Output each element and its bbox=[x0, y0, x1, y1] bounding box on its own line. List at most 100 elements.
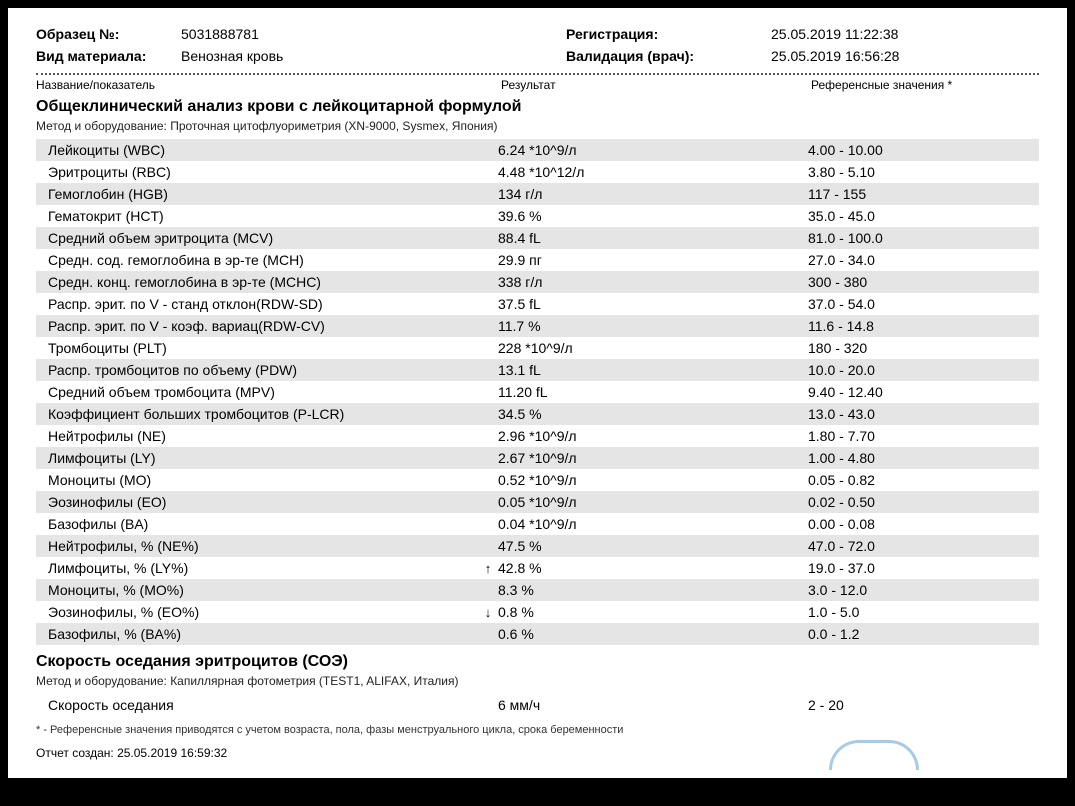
footnote: * - Референсные значения приводятся с уч… bbox=[36, 724, 1039, 736]
cell-reference: 117 - 155 bbox=[808, 186, 866, 202]
cell-name: Моноциты, % (MO%) bbox=[48, 582, 478, 598]
table-row: Лейкоциты (WBC)6.24 *10^9/л4.00 - 10.00 bbox=[36, 139, 1039, 161]
col-header-reference: Референсные значения * bbox=[811, 78, 952, 92]
cell-reference: 35.0 - 45.0 bbox=[808, 208, 875, 224]
arrow-up-icon: ↑ bbox=[478, 561, 498, 576]
cell-name: Гемоглобин (HGB) bbox=[48, 186, 478, 202]
header-left: Образец №: Вид материала: 5031888781 Вен… bbox=[36, 24, 566, 67]
cell-reference: 1.00 - 4.80 bbox=[808, 450, 875, 466]
cell-reference: 300 - 380 bbox=[808, 274, 867, 290]
table-row: Гемоглобин (HGB) 134 г/л117 - 155 bbox=[36, 183, 1039, 205]
cell-reference: 19.0 - 37.0 bbox=[808, 560, 875, 576]
section2-method-text: Капиллярная фотометрия (TEST1, ALIFAX, И… bbox=[170, 674, 458, 688]
cell-reference: 1.0 - 5.0 bbox=[808, 604, 859, 620]
cell-result: 0.52 *10^9/л bbox=[498, 472, 808, 488]
cell-name: Нейтрофилы (NE) bbox=[48, 428, 478, 444]
cell-result: 6 мм/ч bbox=[498, 697, 808, 713]
registration-label: Регистрация: bbox=[566, 24, 771, 46]
cell-reference: 47.0 - 72.0 bbox=[808, 538, 875, 554]
table-row: Базофилы, % (BA%)0.6 %0.0 - 1.2 bbox=[36, 623, 1039, 645]
section1-title: Общеклинический анализ крови с лейкоцита… bbox=[36, 98, 1039, 116]
table-row: Нейтрофилы (NE)2.96 *10^9/л1.80 - 7.70 bbox=[36, 425, 1039, 447]
section2-rows: Скорость оседания 6 мм/ч2 - 20 bbox=[36, 694, 1039, 716]
table-row: Эозинофилы (EO) 0.05 *10^9/л0.02 - 0.50 bbox=[36, 491, 1039, 513]
cell-result: 13.1 fL bbox=[498, 362, 808, 378]
cell-result: 0.6 % bbox=[498, 626, 808, 642]
cell-reference: 11.6 - 14.8 bbox=[808, 318, 874, 334]
sample-label: Образец №: bbox=[36, 24, 181, 46]
cell-reference: 0.05 - 0.82 bbox=[808, 472, 875, 488]
cell-result: 29.9 пг bbox=[498, 252, 808, 268]
section2-title: Скорость оседания эритроцитов (СОЭ) bbox=[36, 653, 1039, 671]
section1-method: Метод и оборудование: Проточная цитофлуо… bbox=[36, 119, 1039, 133]
cell-name: Средний объем тромбоцита (MPV) bbox=[48, 384, 478, 400]
column-headers: Название/показатель Результат Референсны… bbox=[36, 78, 1039, 92]
cell-result: 39.6 % bbox=[498, 208, 808, 224]
table-row: Лимфоциты, % (LY%)↑42.8 %19.0 - 37.0 bbox=[36, 557, 1039, 579]
header-values-right: 25.05.2019 11:22:38 25.05.2019 16:56:28 bbox=[771, 24, 899, 67]
table-row: Нейтрофилы, % (NE%)47.5 %47.0 - 72.0 bbox=[36, 535, 1039, 557]
cell-result: 11.7 % bbox=[498, 318, 808, 334]
cell-result: 11.20 fL bbox=[498, 384, 808, 400]
cell-result: 37.5 fL bbox=[498, 296, 808, 312]
cell-name: Лимфоциты, % (LY%) bbox=[48, 560, 478, 576]
cell-name: Коэффициент больших тромбоцитов (P-LCR) bbox=[48, 406, 478, 422]
cell-result: 0.8 % bbox=[498, 604, 808, 620]
cell-reference: 180 - 320 bbox=[808, 340, 867, 356]
cell-result: 34.5 % bbox=[498, 406, 808, 422]
cell-result: 134 г/л bbox=[498, 186, 808, 202]
stamp-partial-icon bbox=[829, 740, 919, 770]
cell-name: Средний объем эритроцита (MCV) bbox=[48, 230, 478, 246]
table-row: Моноциты (MO)0.52 *10^9/л0.05 - 0.82 bbox=[36, 469, 1039, 491]
cell-name: Скорость оседания bbox=[48, 697, 478, 713]
cell-name: Средн. сод. гемоглобина в эр-те (MCH) bbox=[48, 252, 478, 268]
cell-result: 4.48 *10^12/л bbox=[498, 164, 808, 180]
cell-result: 2.67 *10^9/л bbox=[498, 450, 808, 466]
section2-method: Метод и оборудование: Капиллярная фотоме… bbox=[36, 674, 1039, 688]
cell-reference: 27.0 - 34.0 bbox=[808, 252, 875, 268]
cell-result: 0.05 *10^9/л bbox=[498, 494, 808, 510]
cell-reference: 0.00 - 0.08 bbox=[808, 516, 875, 532]
table-row: Моноциты, % (MO%)8.3 %3.0 - 12.0 bbox=[36, 579, 1039, 601]
table-row: Эритроциты (RBC) 4.48 *10^12/л3.80 - 5.10 bbox=[36, 161, 1039, 183]
cell-name: Базофилы (BA) bbox=[48, 516, 478, 532]
table-row: Коэффициент больших тромбоцитов (P-LCR) 3… bbox=[36, 403, 1039, 425]
header-labels-right: Регистрация: Валидация (врач): bbox=[566, 24, 771, 67]
cell-reference: 1.80 - 7.70 bbox=[808, 428, 875, 444]
cell-reference: 4.00 - 10.00 bbox=[808, 142, 883, 158]
cell-result: 338 г/л bbox=[498, 274, 808, 290]
report-created-value: 25.05.2019 16:59:32 bbox=[117, 746, 227, 760]
table-row: Базофилы (BA) 0.04 *10^9/л0.00 - 0.08 bbox=[36, 513, 1039, 535]
cell-name: Эритроциты (RBC) bbox=[48, 164, 478, 180]
cell-reference: 3.80 - 5.10 bbox=[808, 164, 875, 180]
cell-name: Средн. конц. гемоглобина в эр-те (MCHC) bbox=[48, 274, 478, 290]
cell-name: Распр. эрит. по V - станд отклон(RDW-SD) bbox=[48, 296, 478, 312]
cell-result: 0.04 *10^9/л bbox=[498, 516, 808, 532]
cell-result: 88.4 fL bbox=[498, 230, 808, 246]
footer-area: Отчет создан: 25.05.2019 16:59:32 bbox=[36, 746, 1039, 760]
cell-reference: 0.0 - 1.2 bbox=[808, 626, 859, 642]
table-row: Средн. конц. гемоглобина в эр-те (MCHC) 3… bbox=[36, 271, 1039, 293]
table-row: Средний объем эритроцита (MCV)88.4 fL81.… bbox=[36, 227, 1039, 249]
cell-reference: 9.40 - 12.40 bbox=[808, 384, 883, 400]
cell-result: 228 *10^9/л bbox=[498, 340, 808, 356]
table-row: Гематокрит (HCT)39.6 %35.0 - 45.0 bbox=[36, 205, 1039, 227]
arrow-down-icon: ↓ bbox=[478, 605, 498, 620]
material-label: Вид материала: bbox=[36, 46, 181, 68]
cell-name: Лимфоциты (LY) bbox=[48, 450, 478, 466]
table-row: Тромбоциты (PLT) 228 *10^9/л180 - 320 bbox=[36, 337, 1039, 359]
cell-name: Тромбоциты (PLT) bbox=[48, 340, 478, 356]
cell-result: 8.3 % bbox=[498, 582, 808, 598]
col-header-result: Результат bbox=[501, 78, 811, 92]
section1-rows: Лейкоциты (WBC)6.24 *10^9/л4.00 - 10.00Э… bbox=[36, 139, 1039, 645]
header-values-left: 5031888781 Венозная кровь bbox=[181, 24, 283, 67]
material-value: Венозная кровь bbox=[181, 46, 283, 68]
table-row: Лимфоциты (LY) 2.67 *10^9/л1.00 - 4.80 bbox=[36, 447, 1039, 469]
cell-name: Эозинофилы, % (EO%) bbox=[48, 604, 478, 620]
header-labels-left: Образец №: Вид материала: bbox=[36, 24, 181, 67]
table-row: Распр. эрит. по V - станд отклон(RDW-SD)… bbox=[36, 293, 1039, 315]
cell-reference: 0.02 - 0.50 bbox=[808, 494, 875, 510]
cell-name: Эозинофилы (EO) bbox=[48, 494, 478, 510]
cell-reference: 2 - 20 bbox=[808, 697, 844, 713]
cell-name: Нейтрофилы, % (NE%) bbox=[48, 538, 478, 554]
